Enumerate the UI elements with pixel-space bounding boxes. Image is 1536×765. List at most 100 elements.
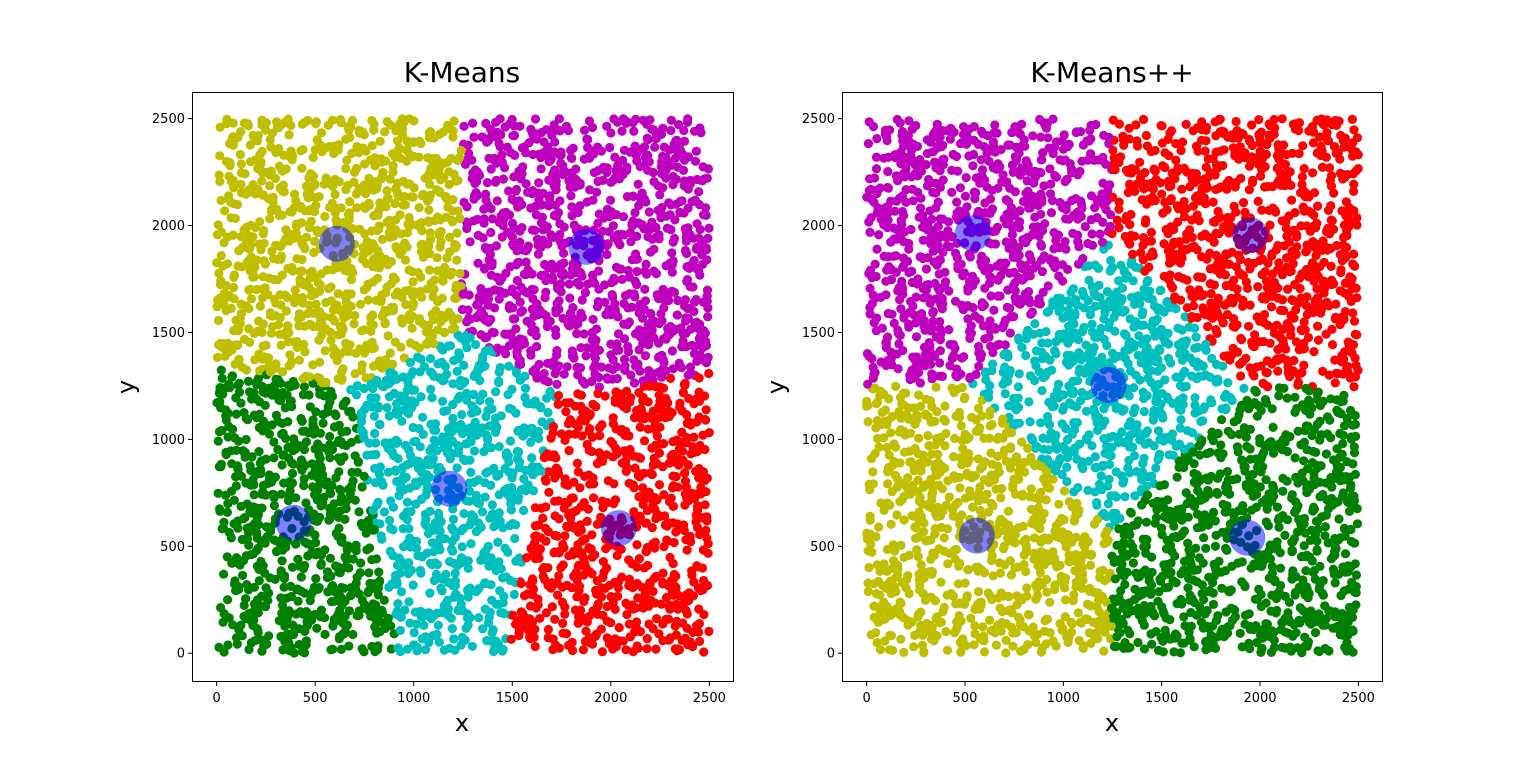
scatter-point <box>340 628 351 638</box>
scatter-point <box>514 628 524 638</box>
scatter-point <box>658 579 668 589</box>
scatter-point <box>571 506 581 516</box>
scatter-point <box>346 437 357 447</box>
scatter-point <box>259 256 269 266</box>
scatter-point <box>311 574 321 584</box>
scatter-point <box>539 137 549 147</box>
scatter-point <box>395 568 405 578</box>
scatter-point <box>597 456 608 466</box>
scatter-point <box>536 128 547 138</box>
scatter-point <box>462 343 472 353</box>
scatter-point <box>681 328 691 338</box>
scatter-point <box>659 490 669 500</box>
scatter-point <box>508 610 518 620</box>
centroid-marker <box>568 228 605 265</box>
scatter-point <box>554 548 564 558</box>
scatter-point <box>577 536 587 546</box>
scatter-point <box>1013 382 1024 392</box>
scatter-point <box>505 436 516 446</box>
scatter-point <box>1151 463 1161 473</box>
scatter-point <box>328 343 338 353</box>
scatter-point <box>264 588 274 598</box>
scatter-point <box>588 314 598 324</box>
scatter-point <box>251 394 261 404</box>
scatter-point <box>411 499 421 509</box>
scatter-point <box>598 503 608 513</box>
y-tick-label: 2000 <box>152 219 185 234</box>
scatter-point <box>356 425 366 435</box>
scatter-point <box>400 605 410 615</box>
scatter-point <box>367 115 377 126</box>
scatter-point <box>257 327 267 337</box>
scatter-point <box>603 476 613 486</box>
scatter-point <box>617 572 627 582</box>
scatter-point <box>360 181 370 191</box>
scatter-point <box>467 641 477 651</box>
scatter-point <box>312 516 322 527</box>
scatter-point <box>645 224 656 234</box>
scatter-point <box>490 177 500 187</box>
scatter-point <box>429 435 439 445</box>
scatter-point <box>414 152 424 162</box>
scatter-point <box>472 370 482 380</box>
scatter-point <box>1323 205 1334 215</box>
scatter-point <box>294 639 304 650</box>
scatter-point <box>303 309 313 319</box>
scatter-point <box>385 348 395 358</box>
scatter-point <box>237 362 247 372</box>
scatter-point <box>610 604 620 615</box>
scatter-point <box>633 593 643 603</box>
scatter-point <box>543 239 553 249</box>
scatter-point <box>368 277 378 287</box>
scatter-point <box>343 122 353 132</box>
scatter-point <box>297 416 307 426</box>
scatter-point <box>411 436 421 446</box>
scatter-point <box>644 157 654 167</box>
scatter-point <box>398 176 408 186</box>
scatter-point <box>320 211 330 222</box>
scatter-point <box>530 521 541 531</box>
scatter-point <box>683 460 693 470</box>
scatter-point <box>331 473 341 483</box>
scatter-point <box>518 335 528 345</box>
scatter-point <box>533 249 544 259</box>
scatter-point <box>686 537 696 547</box>
scatter-point <box>260 602 271 612</box>
scatter-point <box>593 166 603 176</box>
scatter-point <box>1236 371 1246 381</box>
scatter-point <box>480 315 490 325</box>
scatter-point <box>375 576 385 586</box>
scatter-point <box>236 501 246 511</box>
scatter-point <box>633 643 643 653</box>
scatter-point <box>413 551 423 561</box>
scatter-point <box>658 284 668 294</box>
scatter-point <box>616 229 626 240</box>
scatter-point <box>505 262 515 272</box>
scatter-point <box>559 222 569 232</box>
scatter-point <box>402 228 413 238</box>
scatter-point <box>654 629 664 639</box>
scatter-point <box>308 152 318 163</box>
scatter-point <box>375 462 385 472</box>
scatter-point <box>244 644 254 655</box>
scatter-point <box>667 408 677 418</box>
scatter-point <box>694 187 704 197</box>
scatter-point <box>566 493 577 503</box>
scatter-point <box>401 440 411 451</box>
scatter-point <box>438 276 448 286</box>
scatter-point <box>402 145 412 155</box>
scatter-point <box>348 267 358 278</box>
scatter-point <box>236 179 246 189</box>
scatter-point <box>1120 492 1130 502</box>
scatter-point <box>678 165 689 175</box>
scatter-point <box>315 317 325 327</box>
y-tick-label: 0 <box>177 647 185 662</box>
scatter-point <box>414 343 424 353</box>
scatter-point <box>560 531 570 541</box>
scatter-point <box>498 220 508 231</box>
scatter-point <box>310 289 320 299</box>
scatter-point <box>582 134 592 144</box>
scatter-point <box>464 478 475 488</box>
scatter-point <box>214 388 224 398</box>
scatter-point <box>691 341 701 351</box>
